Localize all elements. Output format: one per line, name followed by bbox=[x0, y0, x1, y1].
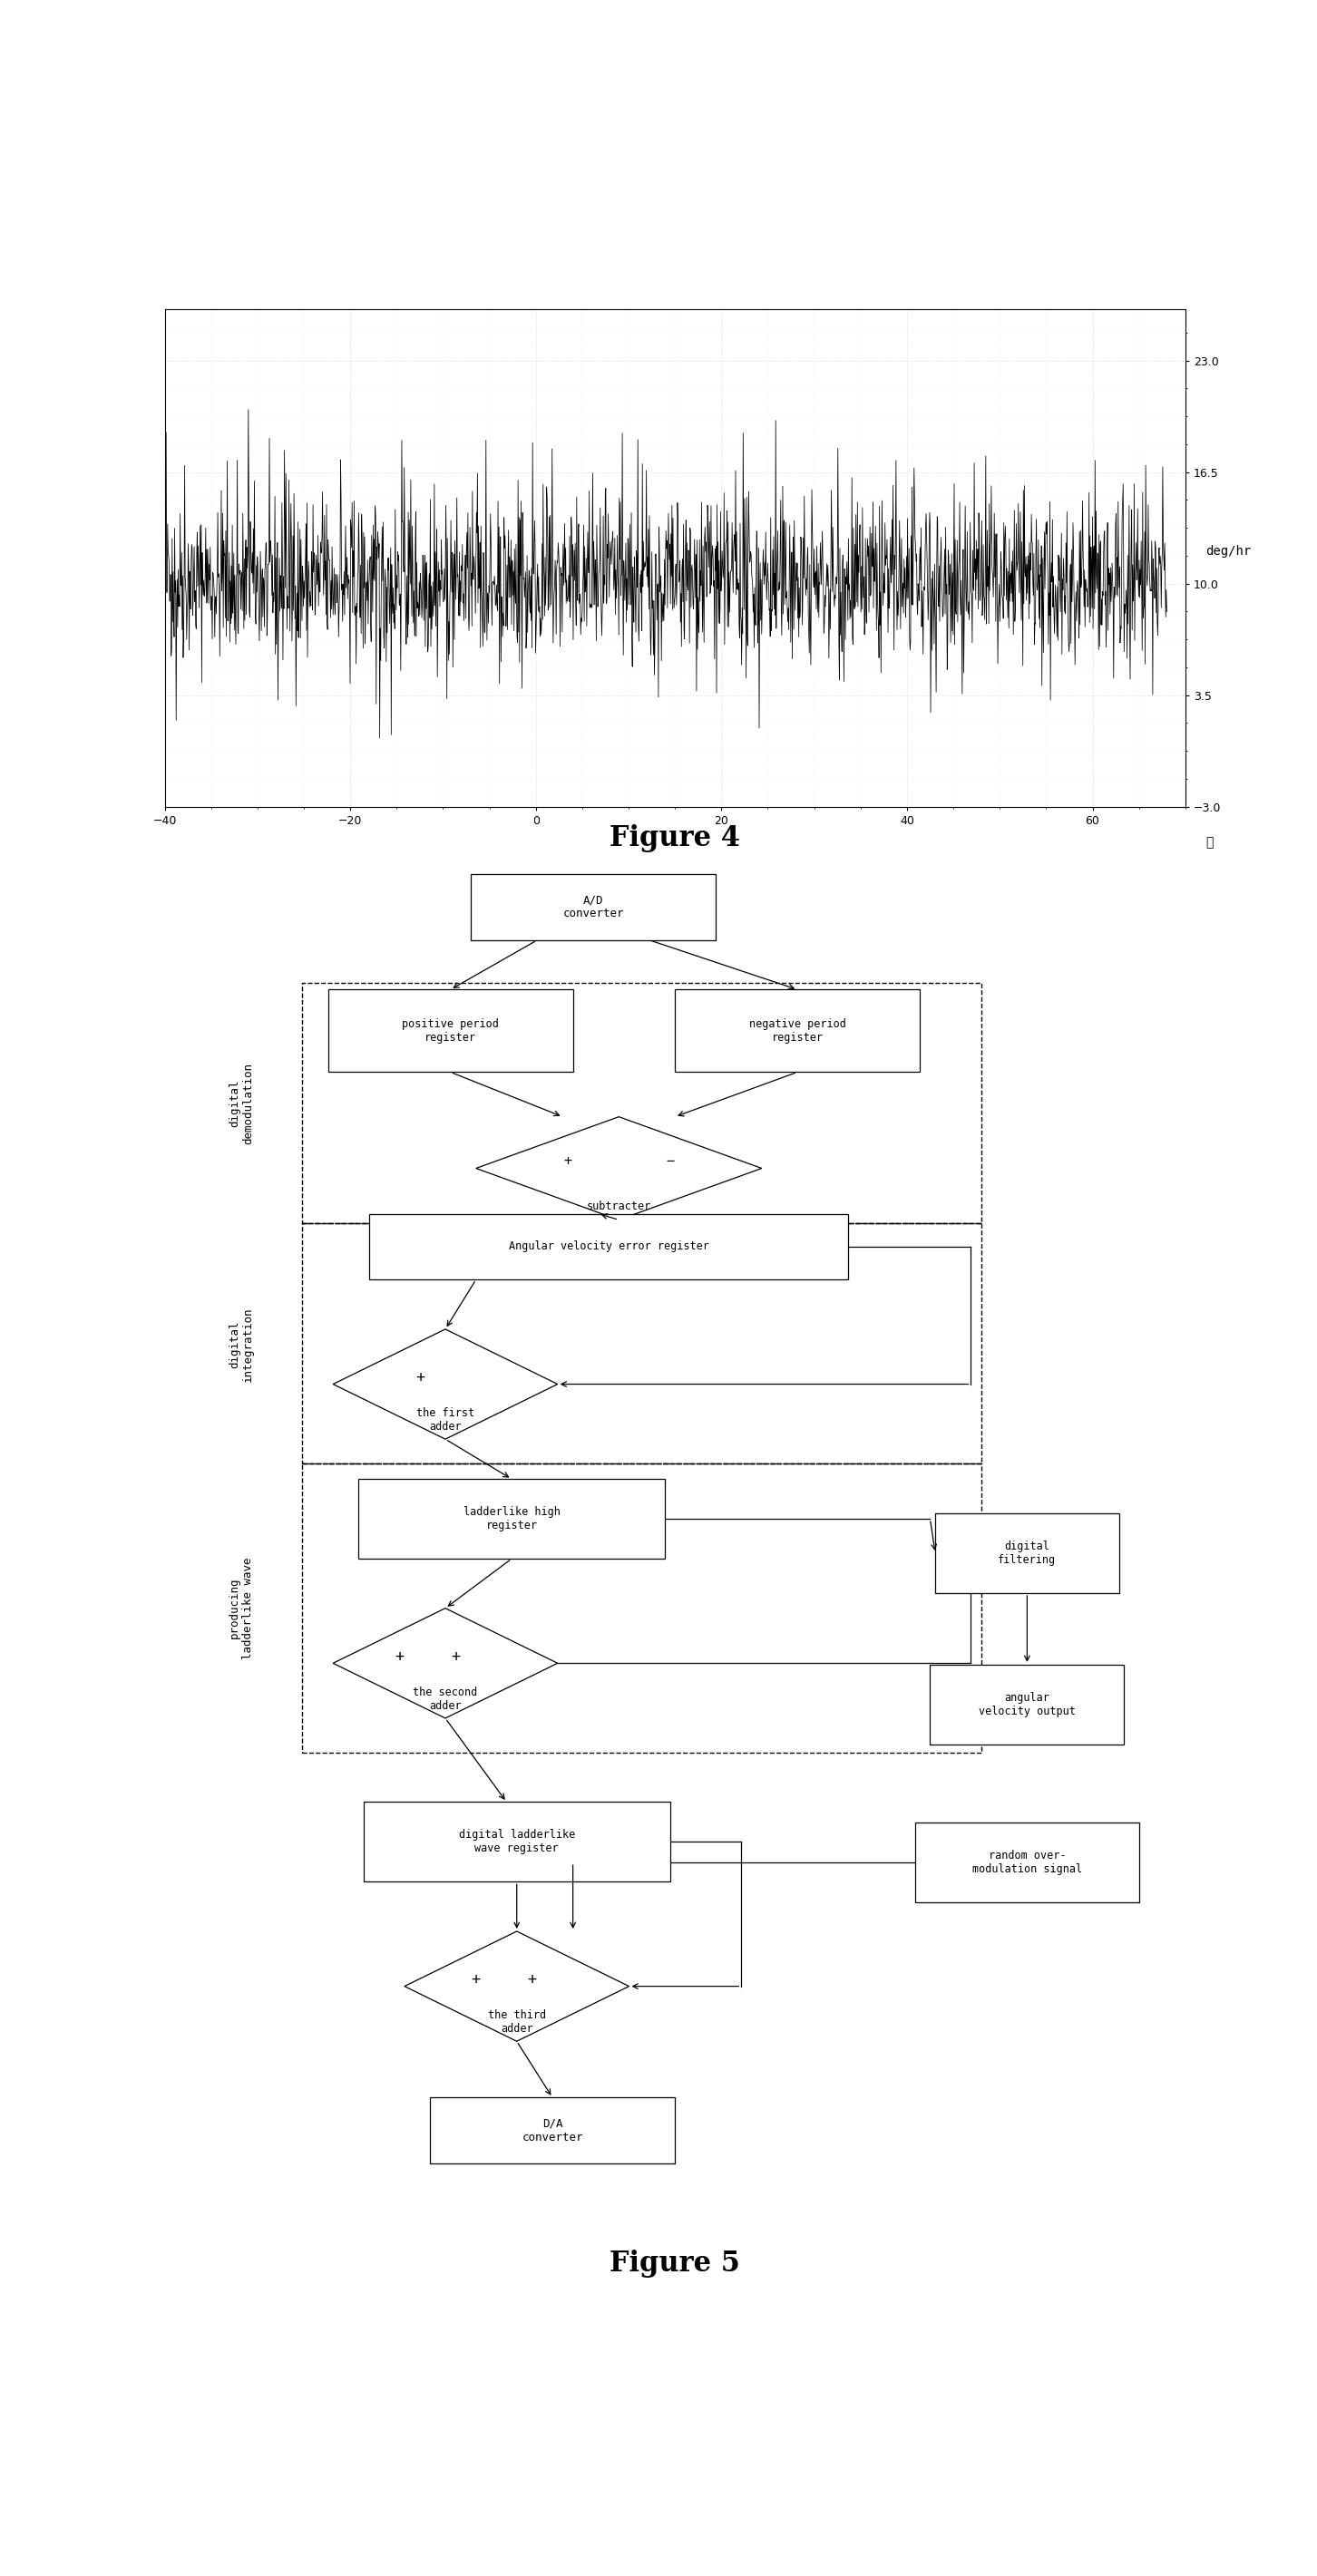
FancyBboxPatch shape bbox=[674, 989, 919, 1072]
Y-axis label: deg/hr: deg/hr bbox=[1206, 546, 1251, 559]
Text: +: + bbox=[415, 1368, 424, 1386]
Text: ladderlike high
register: ladderlike high register bbox=[464, 1507, 560, 1533]
Text: angular
velocity output: angular velocity output bbox=[979, 1692, 1076, 1718]
FancyBboxPatch shape bbox=[363, 1803, 670, 1883]
FancyBboxPatch shape bbox=[369, 1213, 848, 1280]
FancyBboxPatch shape bbox=[429, 2097, 674, 2164]
FancyBboxPatch shape bbox=[930, 1664, 1123, 1744]
Text: the first
adder: the first adder bbox=[416, 1406, 474, 1432]
Text: −: − bbox=[665, 1154, 674, 1170]
FancyBboxPatch shape bbox=[935, 1512, 1119, 1592]
Text: producing
ladderlike wave: producing ladderlike wave bbox=[228, 1558, 254, 1659]
Polygon shape bbox=[475, 1118, 761, 1221]
Text: the third
adder: the third adder bbox=[487, 2009, 545, 2035]
Text: +: + bbox=[395, 1649, 404, 1664]
Text: +: + bbox=[564, 1154, 572, 1170]
Text: digital
integration: digital integration bbox=[228, 1306, 254, 1381]
FancyBboxPatch shape bbox=[470, 873, 716, 940]
Text: Figure 4: Figure 4 bbox=[610, 824, 740, 853]
Text: digital ladderlike
wave register: digital ladderlike wave register bbox=[458, 1829, 576, 1855]
Text: A/D
converter: A/D converter bbox=[562, 894, 624, 920]
Text: digital
filtering: digital filtering bbox=[998, 1540, 1056, 1566]
Text: subtracter: subtracter bbox=[586, 1200, 651, 1213]
FancyBboxPatch shape bbox=[915, 1824, 1139, 1904]
FancyBboxPatch shape bbox=[328, 989, 573, 1072]
Text: D/A
converter: D/A converter bbox=[522, 2117, 583, 2143]
Text: Angular velocity error register: Angular velocity error register bbox=[508, 1242, 709, 1252]
Text: the second
adder: the second adder bbox=[414, 1687, 478, 1710]
Text: digital
demodulation: digital demodulation bbox=[228, 1064, 254, 1144]
Polygon shape bbox=[333, 1607, 557, 1718]
Polygon shape bbox=[404, 1932, 630, 2040]
Polygon shape bbox=[333, 1329, 557, 1440]
Text: Figure 5: Figure 5 bbox=[610, 2249, 740, 2277]
Text: +: + bbox=[450, 1649, 460, 1664]
Text: positive period
register: positive period register bbox=[402, 1018, 499, 1043]
Text: +: + bbox=[471, 1971, 481, 1989]
Text: +: + bbox=[528, 1971, 536, 1989]
FancyBboxPatch shape bbox=[358, 1479, 665, 1558]
Text: negative period
register: negative period register bbox=[749, 1018, 846, 1043]
Text: random over-
modulation signal: random over- modulation signal bbox=[972, 1850, 1083, 1875]
Text: ℃: ℃ bbox=[1206, 837, 1213, 850]
